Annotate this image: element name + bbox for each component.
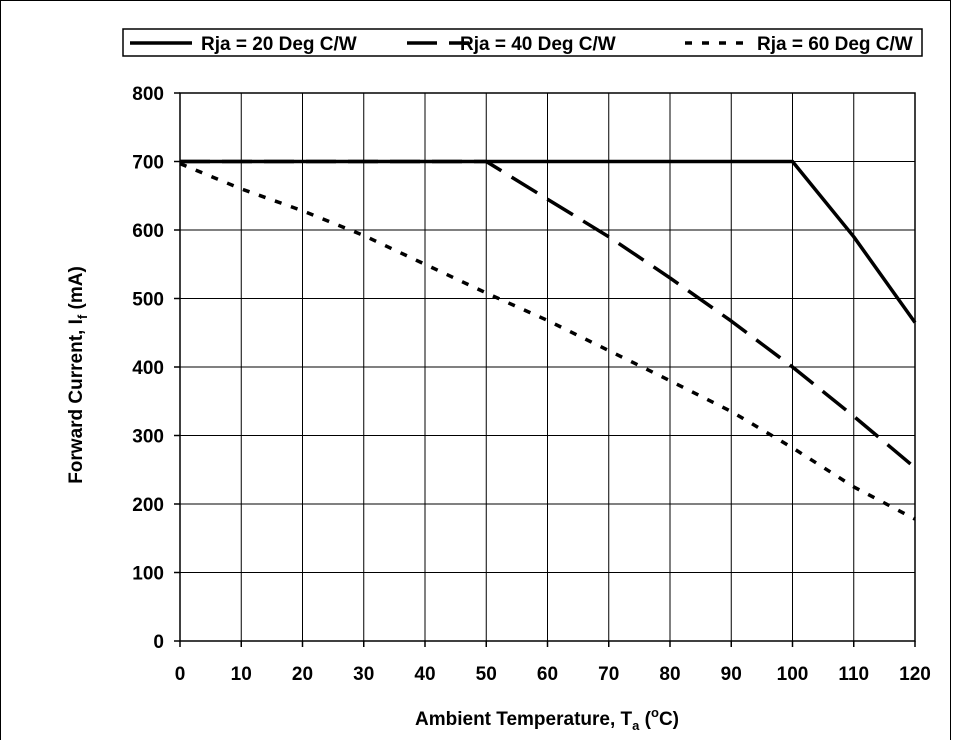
x-axis-title: Ambient Temperature, Ta (oC) bbox=[415, 705, 679, 733]
x-tick-label: 110 bbox=[838, 664, 869, 685]
legend-label-3: Rja = 60 Deg C/W bbox=[757, 34, 913, 55]
y-tick-label: 700 bbox=[132, 153, 164, 174]
x-tick-label: 50 bbox=[476, 664, 497, 685]
series-line-2 bbox=[180, 159, 917, 470]
x-tick-label: 30 bbox=[353, 664, 374, 685]
y-tick-label: 500 bbox=[132, 290, 164, 311]
y-tick-label: 100 bbox=[132, 564, 164, 585]
legend-label-1: Rja = 20 Deg C/W bbox=[201, 34, 357, 55]
x-tick-label: 40 bbox=[414, 664, 435, 685]
x-tick-label: 10 bbox=[231, 664, 252, 685]
series-line-1 bbox=[180, 159, 917, 324]
x-tick-label: 90 bbox=[721, 664, 742, 685]
x-tick-labels: 0 10 20 30 40 50 60 70 80 90 100 110 120 bbox=[175, 641, 931, 685]
series-group bbox=[179, 159, 917, 521]
x-tick-label: 0 bbox=[175, 664, 186, 685]
x-tick-label: 120 bbox=[899, 664, 931, 685]
y-tick-label: 800 bbox=[132, 84, 164, 105]
x-tick-label: 70 bbox=[598, 664, 619, 685]
legend-box bbox=[122, 28, 923, 57]
y-tick-label: 200 bbox=[132, 495, 164, 516]
y-axis-title: Forward Current, If (mA) bbox=[66, 266, 90, 484]
y-tick-label: 0 bbox=[153, 632, 164, 653]
legend: Rja = 20 Deg C/W Rja = 40 Deg C/W Rja = 60… bbox=[122, 28, 923, 57]
y-tick-label: 600 bbox=[132, 221, 164, 242]
x-tick-label: 80 bbox=[659, 664, 680, 685]
x-tick-label: 20 bbox=[292, 664, 313, 685]
y-tick-label: 300 bbox=[132, 427, 164, 448]
y-tick-labels: 0 100 200 300 400 500 600 700 800 bbox=[132, 84, 180, 653]
y-tick-label: 400 bbox=[132, 358, 164, 379]
x-tick-label: 100 bbox=[777, 664, 809, 685]
legend-label-2: Rja = 40 Deg C/W bbox=[460, 34, 616, 55]
x-tick-label: 60 bbox=[537, 664, 558, 685]
